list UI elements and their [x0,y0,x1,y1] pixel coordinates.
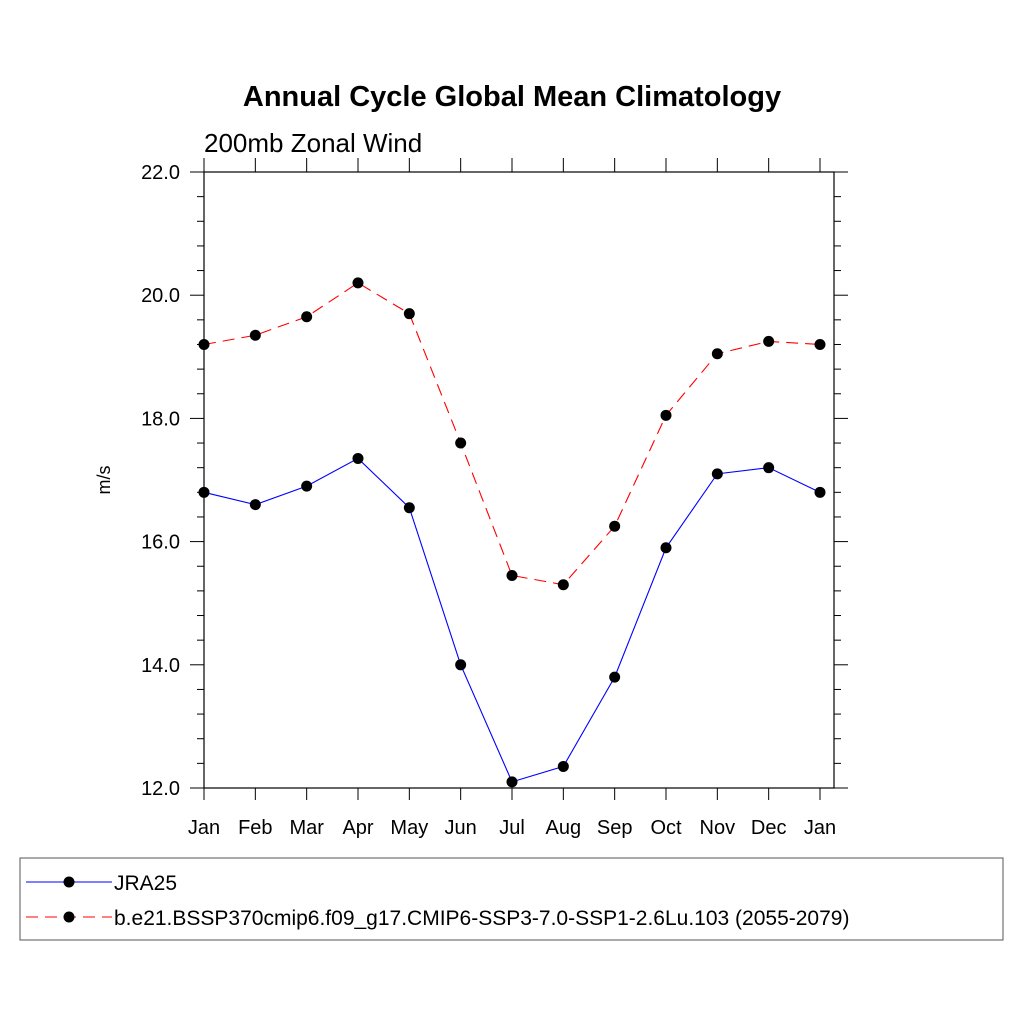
series-line-1 [203,457,821,783]
series-2-point [249,329,261,341]
x-tick-label: Dec [751,817,787,839]
legend-label-1: JRA25 [114,872,177,895]
x-tick-label: Aug [546,817,582,839]
series-1-point [506,776,518,788]
legend-marker-2 [63,911,75,923]
y-tick-label: 12.0 [141,778,180,800]
series-2-point [763,335,775,347]
x-tick-label: Sep [597,817,633,839]
legend-marker-1 [63,876,75,888]
series-2-point [711,348,723,360]
y-tick-label: 20.0 [141,285,180,307]
series-2-point [814,338,826,350]
x-tick-label: Feb [238,817,272,839]
x-tick-label: Oct [650,817,682,839]
series-2-point [557,579,569,591]
series-1-point [763,462,775,474]
series-2-point [660,409,672,421]
x-tick-label: Jan [188,817,220,839]
series-1-point [660,542,672,554]
x-tick-label: Jun [445,817,477,839]
series-1-point [814,486,826,498]
series-1-point [557,760,569,772]
y-axis-label: m/s [94,466,114,495]
series-2-point [301,311,313,323]
series-1-point [301,480,313,492]
axes: 12.0 14.0 16.0 18.0 20.0 22.0 Jan Feb Mar Apr May J… [141,158,848,839]
y-tick-label: 22.0 [141,162,180,184]
series-2-point [403,308,415,320]
series-line-2 [203,282,821,586]
x-tick-label: Jan [804,817,836,839]
y-tick-label: 14.0 [141,655,180,677]
series-2-point [609,520,621,532]
series-2-point [506,569,518,581]
x-tick-label: May [390,817,428,839]
legend-label-2: b.e21.BSSP370cmip6.f09_g17.CMIP6-SSP3-7.… [114,907,849,930]
plot-frame [203,171,835,789]
x-tick-label: Apr [342,817,373,839]
series-2-point [198,338,210,350]
series-1-point [455,659,467,671]
legend-box [19,857,1004,941]
series-1-point [403,502,415,514]
x-tick-label: Mar [289,817,324,839]
series-1-point [609,671,621,683]
x-tick-label: Jul [499,817,525,839]
series-1-point [249,499,261,511]
series-2-point [352,277,364,289]
series-1-point [352,452,364,464]
y-tick-label: 16.0 [141,532,180,554]
series-2-point [455,437,467,449]
chart-title: Annual Cycle Global Mean Climatology [243,81,781,113]
legend: JRA25 b.e21.BSSP370cmip6.f09_g17.CMIP6-SS… [26,872,849,930]
y-tick-label: 18.0 [141,408,180,430]
x-tick-label: Nov [700,817,736,839]
series-lines [198,277,826,788]
series-1-point [711,468,723,480]
chart-subtitle: 200mb Zonal Wind [204,128,422,158]
series-1-point [198,486,210,498]
